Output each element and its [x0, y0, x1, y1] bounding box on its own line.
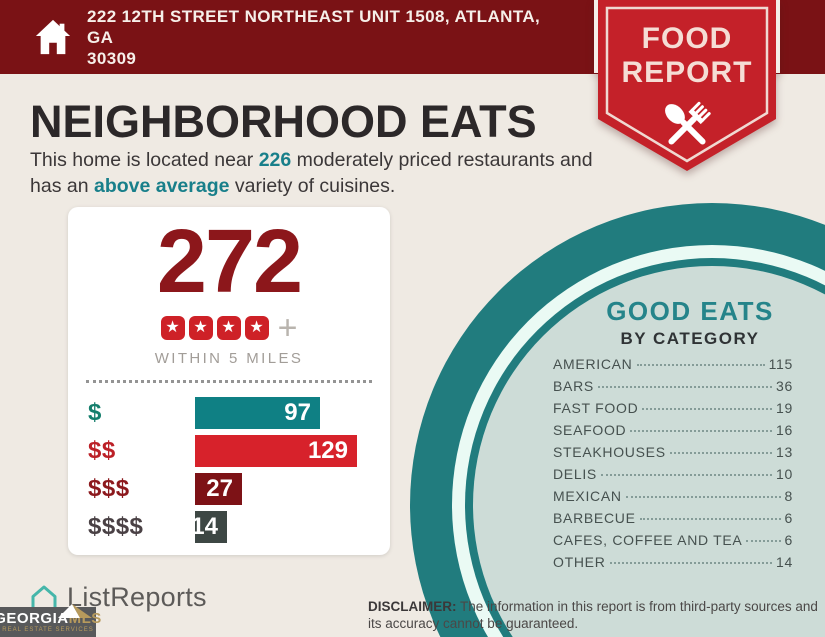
category-value: 115 [768, 356, 793, 372]
address-line-2: 30309 [87, 48, 137, 68]
star-icon: ★ [188, 315, 213, 340]
category-name: FAST FOOD [553, 400, 639, 416]
dotted-leader [600, 474, 773, 476]
category-list: AMERICAN 115 BARS 36 FAST FOOD 19 SEAFOOD 16 STE… [553, 356, 793, 576]
category-row: BARS 36 [553, 378, 793, 400]
category-row: SEAFOOD 16 [553, 422, 793, 444]
price-tier-label: $$$$ [88, 513, 144, 540]
price-bar-value: 97 [284, 399, 311, 426]
price-bar-value: 129 [307, 437, 348, 464]
category-value: 14 [776, 554, 793, 570]
star-icon: ★ [244, 315, 269, 340]
star-rating: ★ ★ ★ ★ + [68, 308, 390, 347]
category-name: CAFES, COFFEE AND TEA [553, 532, 743, 548]
category-value: 6 [784, 510, 793, 526]
price-bar-value: 27 [206, 475, 233, 502]
category-name: DELIS [553, 466, 597, 482]
good-eats-title: GOOD EATS [606, 296, 774, 326]
good-eats-subtitle: BY CATEGORY [620, 329, 760, 348]
category-row: OTHER 14 [553, 554, 793, 576]
category-value: 10 [776, 466, 793, 482]
radius-label: WITHIN 5 MILES [154, 350, 304, 367]
food-report-badge: FOOD REPORT [594, 0, 780, 171]
category-value: 19 [776, 400, 793, 416]
category-value: 36 [776, 378, 793, 394]
category-name: BARS [553, 378, 594, 394]
price-bar: 129 [195, 435, 357, 467]
category-name: BARBECUE [553, 510, 636, 526]
price-tier-label: $ [88, 399, 102, 426]
category-value: 6 [784, 532, 793, 548]
category-value: 13 [776, 444, 793, 460]
dotted-leader [669, 452, 773, 454]
stat-card: 272 ★ ★ ★ ★ + WITHIN 5 MILES $97 $$ 129 $$$ 27 $$… [68, 207, 390, 555]
subtitle-text: variety of cuisines. [229, 175, 396, 197]
category-value: 8 [784, 488, 793, 504]
restaurant-count: 226 [258, 149, 292, 171]
spoon-fork-icon [665, 101, 711, 145]
mls-georgia: GEORGIA [0, 609, 69, 627]
disclaimer-text: The information in this report is from t… [368, 598, 818, 632]
mountain-icon [58, 604, 92, 618]
address-line-1: 222 12TH STREET NORTHEAST UNIT 1508, ATL… [87, 6, 541, 47]
category-row: MEXICAN 8 [553, 488, 793, 510]
disclaimer-label: DISCLAIMER: [368, 598, 457, 614]
badge-line-1: FOOD [642, 22, 733, 55]
dotted-divider [86, 380, 372, 383]
georgiamls-logo: GEORGIAMLS REAL ESTATE SERVICES [0, 604, 101, 637]
category-value: 16 [776, 422, 793, 438]
subtitle-text: moderately priced restaurants and [291, 149, 593, 171]
category-row: FAST FOOD 19 [553, 400, 793, 422]
disclaimer: DISCLAIMER: The information in this repo… [368, 598, 818, 633]
category-name: STEAKHOUSES [553, 444, 666, 460]
category-name: OTHER [553, 554, 606, 570]
price-tier-label: $$ [88, 437, 116, 464]
dotted-leader [630, 430, 773, 432]
price-bar: 97 [195, 397, 320, 429]
category-row: BARBECUE 6 [553, 510, 793, 532]
page-subtitle: This home is located near 226 moderately… [30, 147, 593, 199]
price-bar-row: $$ 129 [88, 435, 390, 467]
variety-highlight: above average [93, 175, 230, 197]
dotted-leader [642, 408, 773, 410]
price-bar-row: $$$$ 14 [88, 511, 390, 543]
category-name: SEAFOOD [553, 422, 627, 438]
badge-line-2: REPORT [621, 56, 752, 89]
property-address: 222 12TH STREET NORTHEAST UNIT 1508, ATL… [87, 6, 567, 69]
dotted-leader [639, 518, 781, 520]
category-name: MEXICAN [553, 488, 622, 504]
plus-icon: + [277, 308, 298, 347]
price-bar-row: $97 [88, 397, 390, 429]
price-tier-label: $$$ [88, 475, 130, 502]
subtitle-text: has an [30, 175, 94, 197]
star-icon: ★ [216, 315, 241, 340]
price-bar-row: $$$ 27 [88, 473, 390, 505]
category-row: CAFES, COFFEE AND TEA 6 [553, 532, 793, 554]
dotted-leader [625, 496, 781, 498]
page-title: NEIGHBORHOOD EATS [30, 96, 537, 147]
dotted-leader [597, 386, 773, 388]
price-bar-value: 14 [191, 513, 218, 540]
dotted-leader [609, 562, 773, 564]
category-row: STEAKHOUSES 13 [553, 444, 793, 466]
category-row: DELIS 10 [553, 466, 793, 488]
price-bars: $97 $$ 129 $$$ 27 $$$$ 14 [68, 397, 390, 543]
category-row: AMERICAN 115 [553, 356, 793, 378]
dotted-leader [746, 540, 781, 542]
total-restaurant-count: 272 [156, 212, 303, 312]
category-name: AMERICAN [553, 356, 633, 372]
price-bar: 27 [195, 473, 242, 505]
price-bar: 14 [191, 511, 227, 543]
home-icon [35, 19, 71, 55]
star-icon: ★ [160, 315, 185, 340]
subtitle-text: This home is located near [30, 149, 259, 171]
good-eats-header: GOOD EATS BY CATEGORY [555, 296, 825, 349]
dotted-leader [636, 364, 765, 366]
mls-tagline: REAL ESTATE SERVICES [2, 626, 94, 633]
